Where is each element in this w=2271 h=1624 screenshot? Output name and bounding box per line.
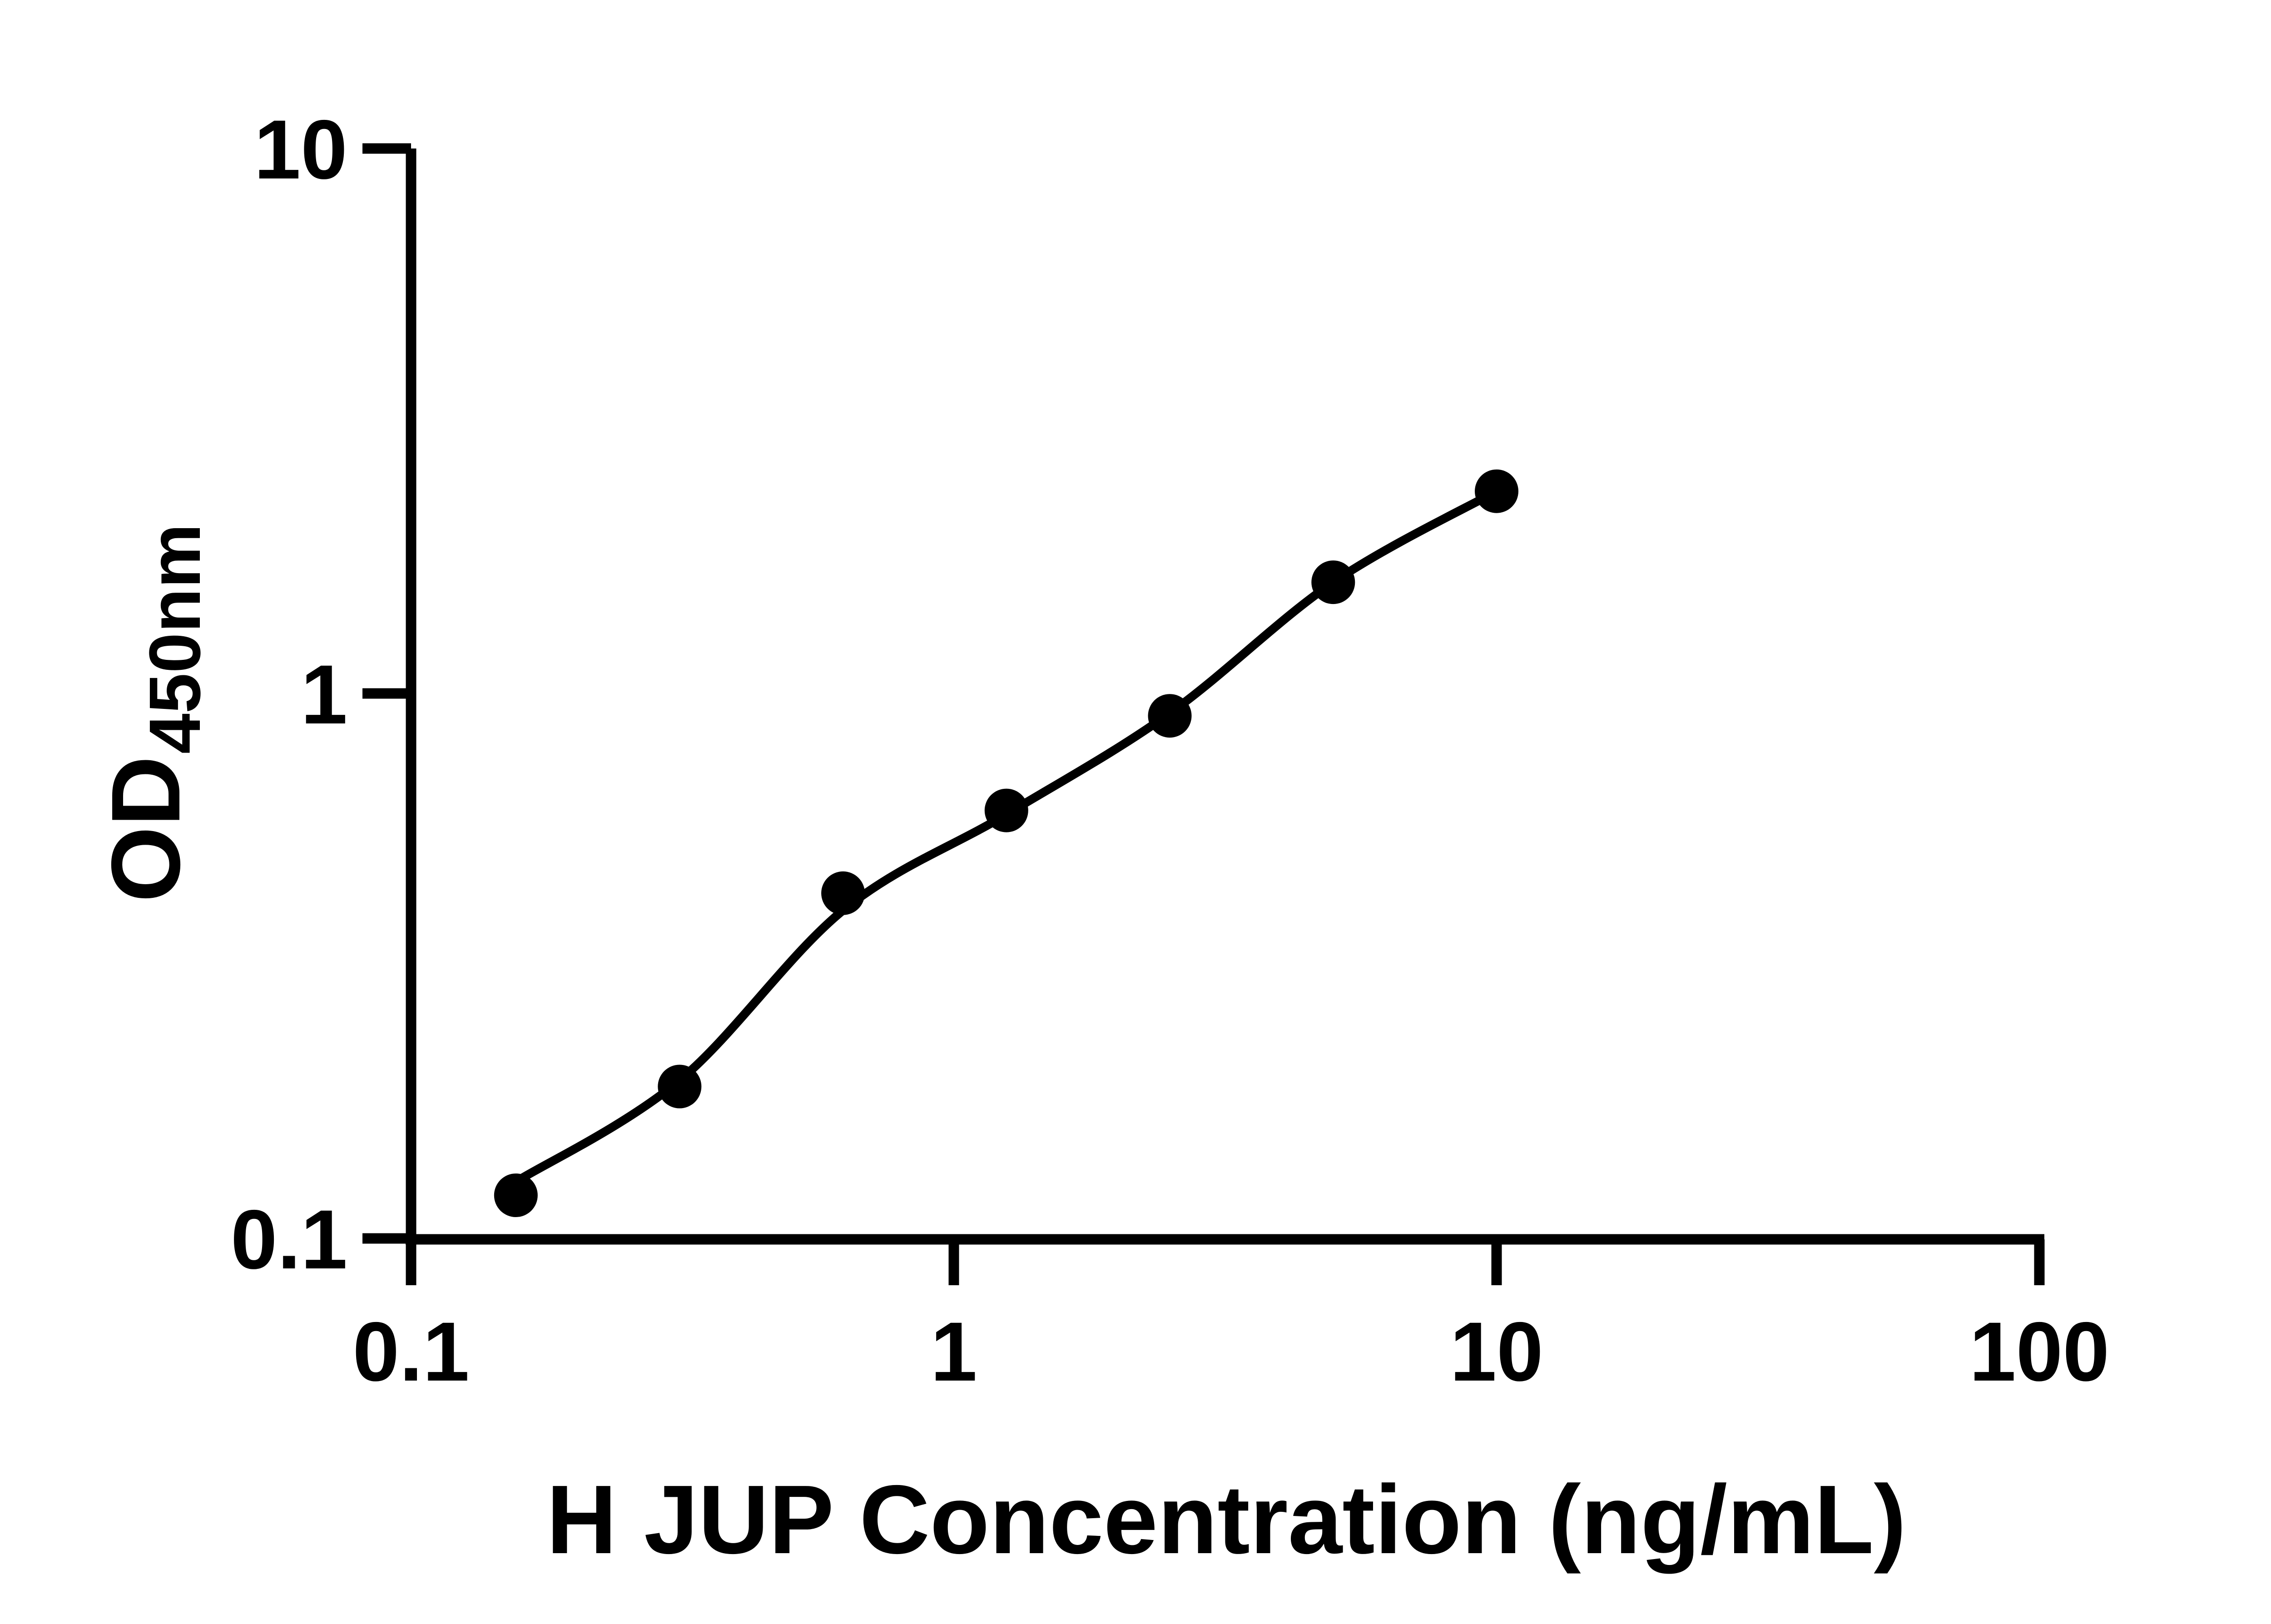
y-axis-title-main: OD (91, 756, 200, 902)
x-tick-label: 100 (1969, 1305, 2110, 1399)
plot-area: 0.1 1 10 100 0.1 1 10 (231, 103, 2110, 1399)
data-point (1148, 694, 1192, 738)
data-point (1311, 560, 1355, 604)
x-tick-label: 10 (1450, 1305, 1543, 1399)
data-point (658, 1065, 702, 1109)
x-tick-label: 0.1 (352, 1305, 469, 1399)
x-tick-label: 1 (931, 1305, 977, 1399)
y-axis-title: OD 450nm (91, 524, 215, 902)
data-point (984, 788, 1028, 832)
data-point (821, 871, 865, 915)
y-tick-label: 1 (301, 648, 347, 742)
x-axis-title: H JUP Concentration (ng/mL) (546, 1465, 1906, 1574)
y-axis-title-subscript: 450nm (134, 524, 215, 754)
data-point (1475, 469, 1518, 513)
y-tick-label: 0.1 (231, 1193, 347, 1287)
data-point (494, 1173, 538, 1217)
y-tick-label: 10 (254, 103, 347, 197)
